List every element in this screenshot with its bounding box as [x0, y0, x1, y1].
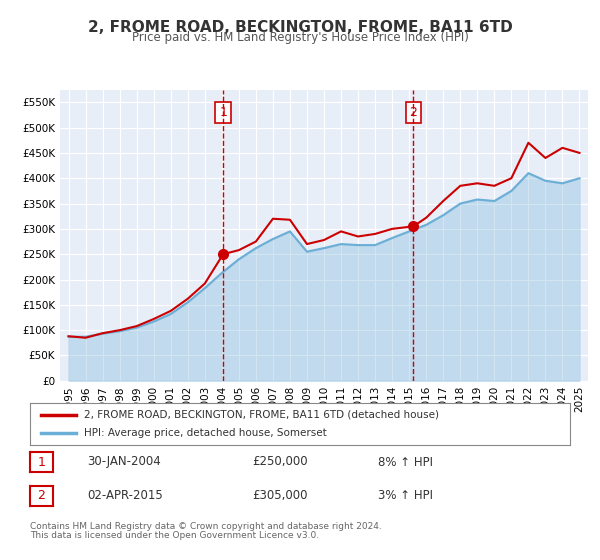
Text: 1: 1 — [37, 455, 46, 469]
Text: 2, FROME ROAD, BECKINGTON, FROME, BA11 6TD (detached house): 2, FROME ROAD, BECKINGTON, FROME, BA11 6… — [84, 410, 439, 420]
Text: 2: 2 — [37, 489, 46, 502]
Text: 1: 1 — [219, 106, 227, 119]
Text: Contains HM Land Registry data © Crown copyright and database right 2024.: Contains HM Land Registry data © Crown c… — [30, 522, 382, 531]
Text: £305,000: £305,000 — [252, 489, 308, 502]
Text: 8% ↑ HPI: 8% ↑ HPI — [378, 455, 433, 469]
Text: 2, FROME ROAD, BECKINGTON, FROME, BA11 6TD: 2, FROME ROAD, BECKINGTON, FROME, BA11 6… — [88, 20, 512, 35]
Text: 30-JAN-2004: 30-JAN-2004 — [87, 455, 161, 469]
Text: £250,000: £250,000 — [252, 455, 308, 469]
Text: This data is licensed under the Open Government Licence v3.0.: This data is licensed under the Open Gov… — [30, 531, 319, 540]
Text: Price paid vs. HM Land Registry's House Price Index (HPI): Price paid vs. HM Land Registry's House … — [131, 31, 469, 44]
Text: 2: 2 — [409, 106, 418, 119]
Text: HPI: Average price, detached house, Somerset: HPI: Average price, detached house, Some… — [84, 428, 327, 438]
Text: 02-APR-2015: 02-APR-2015 — [87, 489, 163, 502]
Text: 3% ↑ HPI: 3% ↑ HPI — [378, 489, 433, 502]
